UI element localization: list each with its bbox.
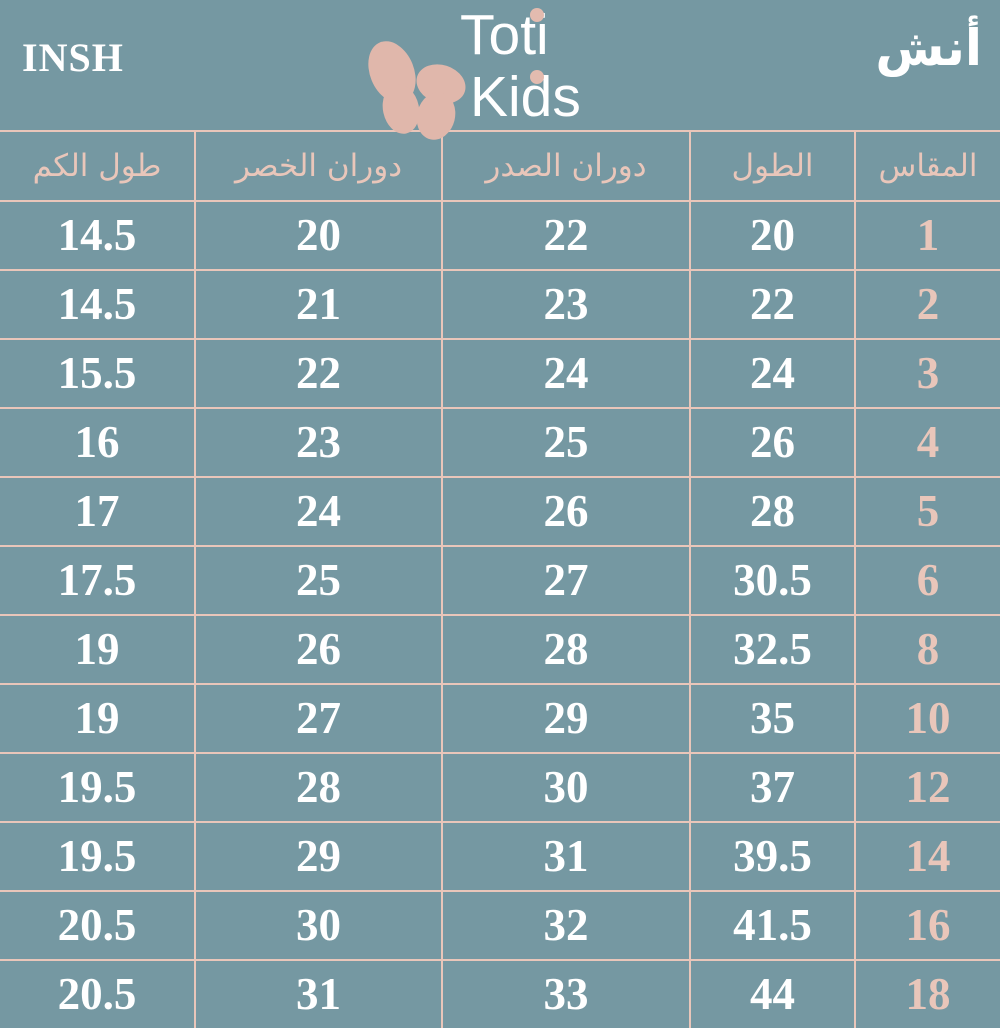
table-row: 2 22 23 21 14.5 bbox=[0, 269, 1000, 340]
cell-chest: 33 bbox=[441, 959, 691, 1028]
cell-waist: 27 bbox=[194, 683, 443, 754]
cell-size: 8 bbox=[854, 614, 1000, 685]
cell-sleeve: 19 bbox=[0, 614, 196, 685]
cell-size: 3 bbox=[854, 338, 1000, 409]
cell-waist: 31 bbox=[194, 959, 443, 1028]
cell-waist: 26 bbox=[194, 614, 443, 685]
cell-length: 26 bbox=[689, 407, 856, 478]
cell-waist: 30 bbox=[194, 890, 443, 961]
table-row: 12 37 30 28 19.5 bbox=[0, 752, 1000, 823]
cell-sleeve: 19.5 bbox=[0, 821, 196, 892]
table-row: 5 28 26 24 17 bbox=[0, 476, 1000, 547]
cell-waist: 24 bbox=[194, 476, 443, 547]
cell-sleeve: 19 bbox=[0, 683, 196, 754]
cell-length: 35 bbox=[689, 683, 856, 754]
cell-chest: 32 bbox=[441, 890, 691, 961]
cell-sleeve: 20.5 bbox=[0, 959, 196, 1028]
table-row: 3 24 24 22 15.5 bbox=[0, 338, 1000, 409]
cell-sleeve: 17.5 bbox=[0, 545, 196, 616]
cell-length: 41.5 bbox=[689, 890, 856, 961]
cell-sleeve: 19.5 bbox=[0, 752, 196, 823]
unit-label-arabic: أنش bbox=[875, 19, 982, 77]
brand-logo-svg: Toti Kids bbox=[368, 3, 581, 140]
cell-chest: 22 bbox=[441, 200, 691, 271]
brand-logo: Toti Kids bbox=[360, 3, 640, 140]
cell-size: 16 bbox=[854, 890, 1000, 961]
cell-waist: 22 bbox=[194, 338, 443, 409]
table-body: 1 20 22 20 14.5 2 22 23 21 14.5 3 24 24 … bbox=[0, 200, 1000, 1028]
unit-label-latin: INSH bbox=[22, 35, 124, 80]
cell-length: 28 bbox=[689, 476, 856, 547]
table-row: 4 26 25 23 16 bbox=[0, 407, 1000, 478]
cell-size: 10 bbox=[854, 683, 1000, 754]
cell-size: 12 bbox=[854, 752, 1000, 823]
table-row: 14 39.5 31 29 19.5 bbox=[0, 821, 1000, 892]
cell-chest: 30 bbox=[441, 752, 691, 823]
cell-waist: 21 bbox=[194, 269, 443, 340]
column-header-size: المقاس bbox=[854, 130, 1000, 201]
cell-sleeve: 14.5 bbox=[0, 269, 196, 340]
cell-chest: 28 bbox=[441, 614, 691, 685]
logo-line-2: Kids bbox=[470, 65, 581, 129]
column-header-length: الطول bbox=[689, 130, 856, 201]
cell-length: 24 bbox=[689, 338, 856, 409]
cell-sleeve: 15.5 bbox=[0, 338, 196, 409]
cell-size: 6 bbox=[854, 545, 1000, 616]
cell-waist: 29 bbox=[194, 821, 443, 892]
table-row: 8 32.5 28 26 19 bbox=[0, 614, 1000, 685]
cell-size: 2 bbox=[854, 269, 1000, 340]
cell-length: 32.5 bbox=[689, 614, 856, 685]
table-row: 6 30.5 27 25 17.5 bbox=[0, 545, 1000, 616]
table-row: 16 41.5 32 30 20.5 bbox=[0, 890, 1000, 961]
column-header-chest: دوران الصدر bbox=[441, 130, 691, 201]
cell-chest: 25 bbox=[441, 407, 691, 478]
table-header-row: المقاس الطول دوران الصدر دوران الخصر طول… bbox=[0, 130, 1000, 201]
logo-dot-i-kids bbox=[530, 70, 544, 84]
cell-sleeve: 17 bbox=[0, 476, 196, 547]
cell-length: 39.5 bbox=[689, 821, 856, 892]
cell-waist: 20 bbox=[194, 200, 443, 271]
chart-header: INSH Toti Kids أنش bbox=[0, 0, 1000, 140]
table-header-row-group: المقاس الطول دوران الصدر دوران الخصر طول… bbox=[0, 130, 1000, 201]
cell-size: 1 bbox=[854, 200, 1000, 271]
cell-sleeve: 16 bbox=[0, 407, 196, 478]
cell-chest: 24 bbox=[441, 338, 691, 409]
logo-dot-i-toti bbox=[530, 8, 544, 22]
cell-waist: 23 bbox=[194, 407, 443, 478]
cell-length: 30.5 bbox=[689, 545, 856, 616]
cell-length: 37 bbox=[689, 752, 856, 823]
cell-size: 5 bbox=[854, 476, 1000, 547]
cell-sleeve: 14.5 bbox=[0, 200, 196, 271]
cell-waist: 25 bbox=[194, 545, 443, 616]
size-chart-table: المقاس الطول دوران الصدر دوران الخصر طول… bbox=[0, 130, 1000, 1028]
column-header-sleeve: طول الكم bbox=[0, 130, 196, 201]
butterfly-icon bbox=[368, 41, 466, 140]
cell-size: 4 bbox=[854, 407, 1000, 478]
column-header-waist: دوران الخصر bbox=[194, 130, 443, 201]
cell-size: 14 bbox=[854, 821, 1000, 892]
cell-length: 20 bbox=[689, 200, 856, 271]
cell-chest: 23 bbox=[441, 269, 691, 340]
cell-chest: 29 bbox=[441, 683, 691, 754]
cell-length: 44 bbox=[689, 959, 856, 1028]
table-row: 10 35 29 27 19 bbox=[0, 683, 1000, 754]
cell-size: 18 bbox=[854, 959, 1000, 1028]
cell-sleeve: 20.5 bbox=[0, 890, 196, 961]
table-row: 18 44 33 31 20.5 bbox=[0, 959, 1000, 1028]
cell-waist: 28 bbox=[194, 752, 443, 823]
table-row: 1 20 22 20 14.5 bbox=[0, 200, 1000, 271]
cell-chest: 26 bbox=[441, 476, 691, 547]
cell-chest: 27 bbox=[441, 545, 691, 616]
cell-length: 22 bbox=[689, 269, 856, 340]
cell-chest: 31 bbox=[441, 821, 691, 892]
